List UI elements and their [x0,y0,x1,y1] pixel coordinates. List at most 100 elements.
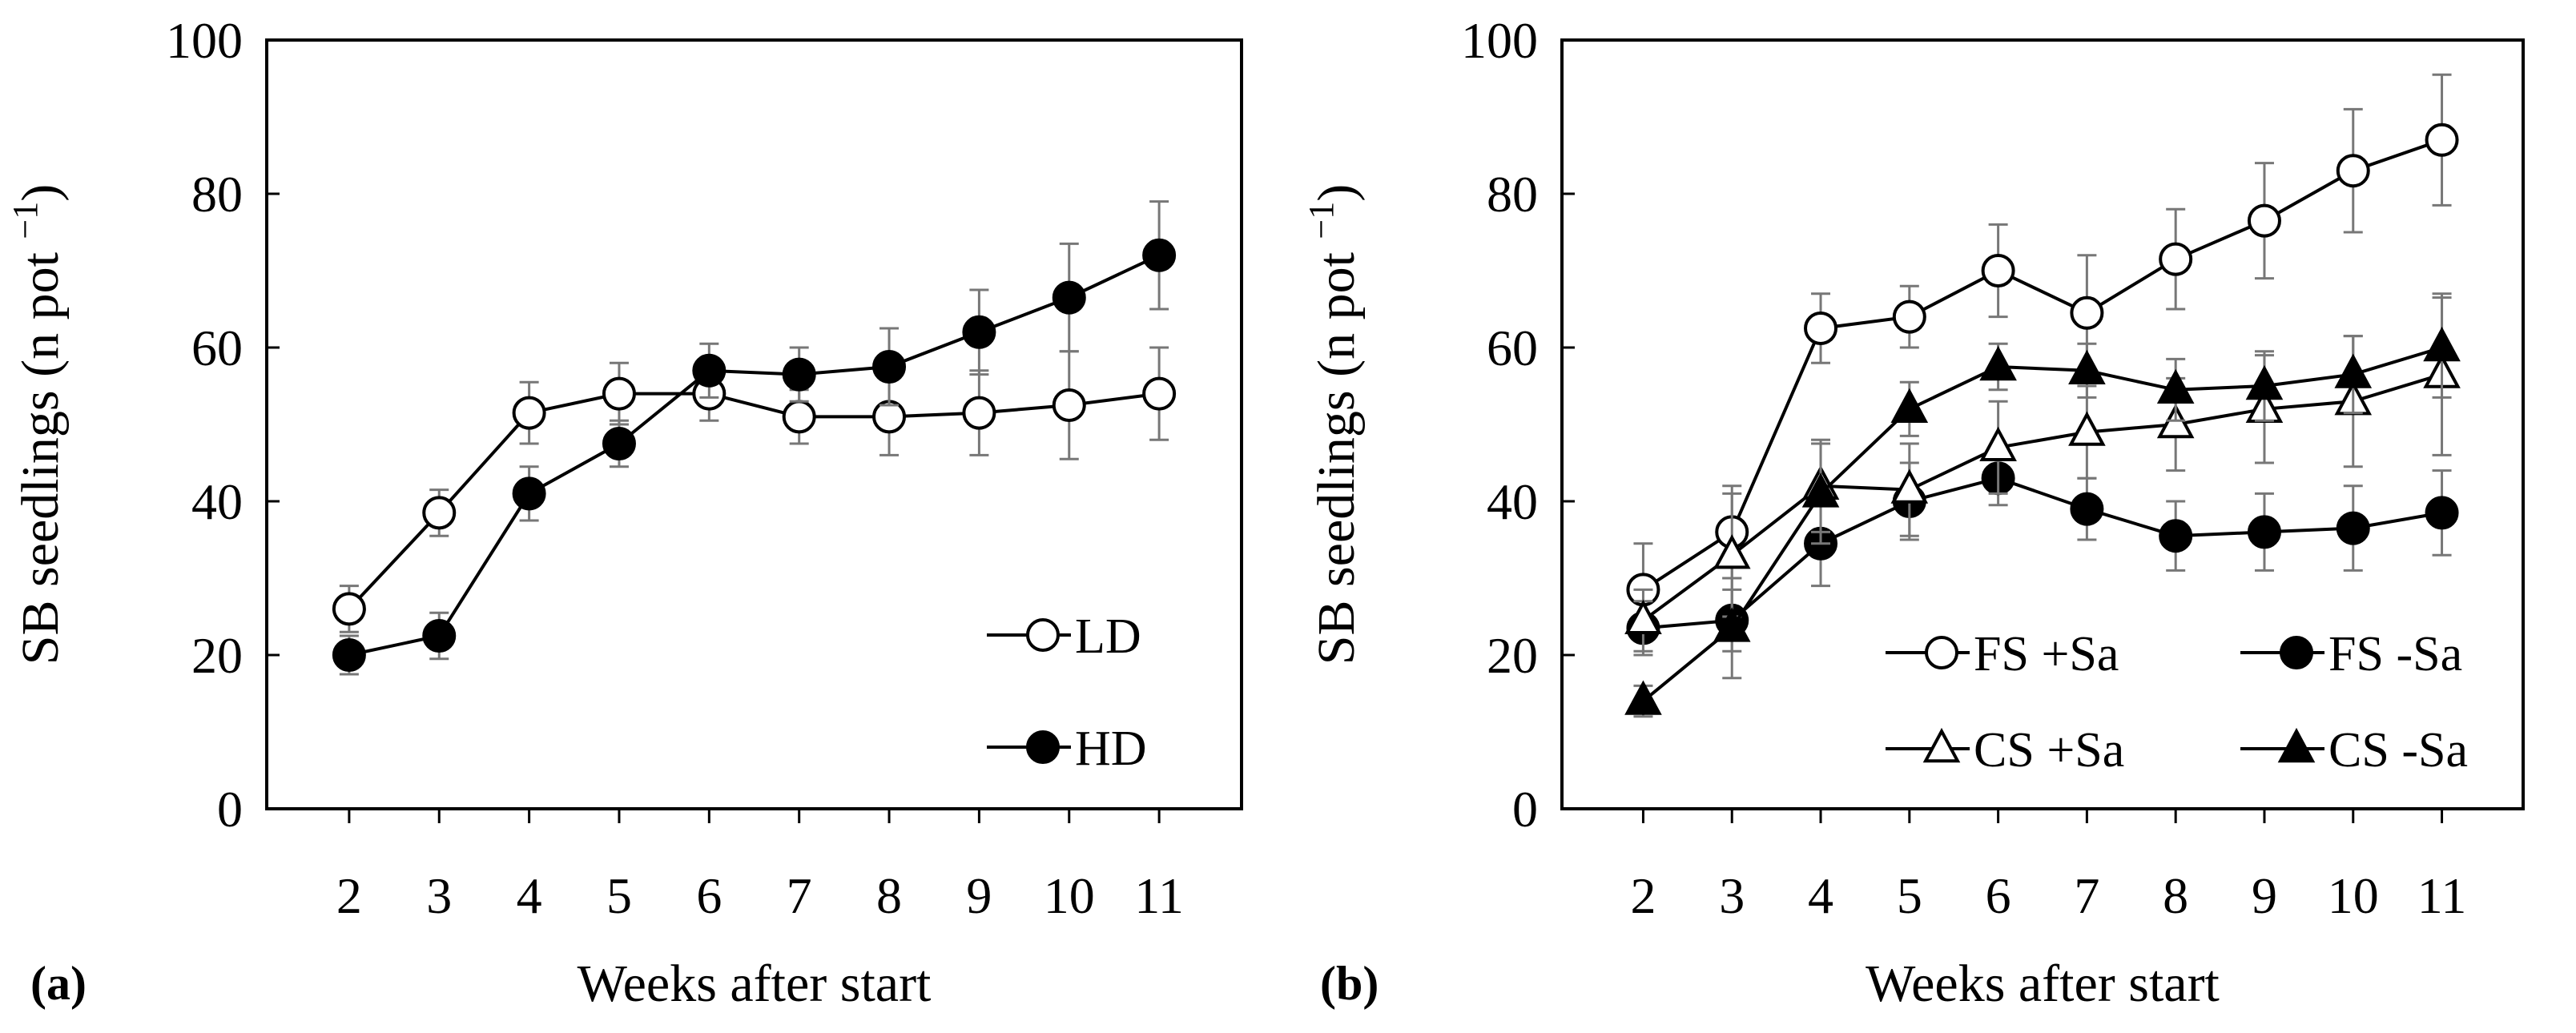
data-point [2423,326,2461,362]
plot-frame [265,38,1243,810]
y-tick-label: 20 [1487,627,1538,684]
x-axis-title: Weeks after start [578,955,932,1013]
data-point [1142,376,1177,411]
series-ld [332,346,1177,633]
legend: LD HD [987,609,1147,776]
data-point [1142,238,1177,272]
y-tick-label: 100 [166,12,243,69]
x-tick-label: 10 [1044,867,1095,924]
data-point [2068,411,2106,446]
data-point [2159,242,2193,276]
data-point [1624,599,1662,634]
legend-label: HD [1075,721,1147,776]
y-tick-label: 100 [1461,12,1538,69]
series-cs-sa [1624,296,2461,718]
data-point [1624,680,1662,715]
data-point [512,476,546,511]
data-point [2425,496,2459,530]
y-tick-label: 80 [191,166,243,223]
panel-b: 0 20 40 60 80 100 2 3 4 5 6 7 8 9 10 11 Weeks after star… [1302,12,2525,1013]
panel-label: (a) [30,957,87,1010]
x-tick-label: 9 [966,867,992,924]
data-point [2247,203,2281,238]
y-tick-label: 60 [1487,320,1538,376]
data-point [2068,349,2106,384]
x-tick-label: 8 [2163,867,2188,924]
data-point [422,496,457,530]
data-point [1052,280,1086,315]
series-hd [332,200,1177,676]
y-tick-label: 80 [1487,166,1538,223]
legend-label: CS +Sa [1974,723,2124,778]
y-axis-title: SB seedlings (n pot −1) [6,184,70,665]
x-tick-label: 5 [606,867,632,924]
y-tick-label: 0 [1512,781,1538,838]
x-tick-label: 6 [696,867,722,924]
data-point [962,396,996,430]
x-tick-label: 7 [2074,867,2099,924]
data-point [1804,312,1838,345]
legend-marker [1026,618,1060,652]
panel-a: 0 20 40 60 80 100 2 3 4 5 6 7 8 9 10 11 Weeks after star… [6,12,1243,1013]
data-point [782,400,816,434]
data-point [2334,353,2373,388]
data-point [1801,472,1840,508]
data-point [1713,607,1751,642]
x-tick-label: 6 [1986,867,2011,924]
x-tick-label: 4 [517,867,542,924]
data-point [962,315,996,349]
data-point [1052,388,1086,422]
data-point [1979,426,2017,461]
legend-marker [1922,727,1961,763]
legend-marker [1925,636,1958,669]
y-axis-title: SB seedlings (n pot −1) [1302,184,1366,665]
x-tick-label: 11 [2417,867,2467,924]
series-line [1642,138,2443,592]
y-tick-label: 40 [1487,473,1538,530]
x-axis-title: Weeks after start [1866,955,2220,1013]
y-tick-label: 20 [191,627,243,684]
data-point [2159,519,2193,553]
data-point [602,427,636,460]
series-line [1643,476,2442,630]
legend-marker [1026,730,1060,764]
data-point [1890,468,1929,504]
data-point [602,376,636,411]
data-point [872,350,907,384]
data-point [2247,515,2281,549]
data-point [692,353,727,388]
legend-marker [2280,636,2313,669]
data-point [2156,368,2195,404]
data-point [332,638,366,672]
data-point [2336,154,2370,188]
data-point [782,357,816,392]
data-point [1979,345,2017,381]
data-point [2070,492,2104,526]
data-point [2425,123,2459,157]
x-tick-label: 2 [1630,867,1656,924]
series-fs-sa [1626,73,2459,637]
data-point [1890,388,1929,423]
series-line [1642,346,2443,703]
x-tick-label: 4 [1808,867,1833,924]
series-line [348,392,1160,610]
x-tick-label: 3 [1719,867,1745,924]
x-tick-label: 5 [1897,867,1922,924]
x-tick-label: 7 [787,867,812,924]
legend: FS +Sa FS -Sa CS +Sa CS -Sa [1886,627,2468,778]
data-point [512,396,546,430]
data-point [332,592,366,626]
data-point [2070,295,2104,330]
y-tick-label: 0 [217,781,243,838]
x-tick-label: 3 [426,867,452,924]
plot-frame [1560,38,2525,810]
data-point [1892,299,1926,334]
series-line [1642,372,2443,622]
legend-label: FS +Sa [1974,627,2119,681]
x-tick-label: 8 [876,867,902,924]
data-point [1713,534,1751,569]
data-point [1981,254,2015,287]
x-tick-label: 10 [2328,867,2379,924]
x-tick-label: 2 [336,867,362,924]
